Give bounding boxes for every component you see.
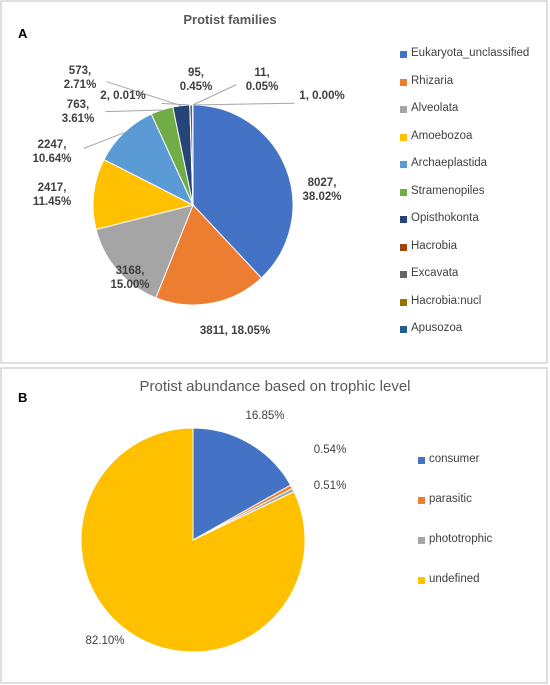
data-label: 82.10% xyxy=(85,635,125,647)
data-label: 2417, 11.45% xyxy=(32,182,72,208)
pie-slice xyxy=(155,204,263,306)
pie-slice xyxy=(92,158,195,231)
legend-label: Archaeplastida xyxy=(411,157,488,169)
data-label: 2, 0.01% xyxy=(100,90,146,102)
leader-line xyxy=(106,81,182,107)
legend-swatch xyxy=(400,133,407,141)
data-label: 763, 3.61% xyxy=(61,99,95,125)
chart-title: Protist abundance based on trophic level xyxy=(139,378,411,395)
pie-slice xyxy=(95,204,194,299)
leader-line xyxy=(105,109,162,113)
legend-label: phototrophic xyxy=(429,533,493,545)
legend-label: Rhizaria xyxy=(411,74,454,87)
legend-swatch xyxy=(400,216,407,223)
legend-swatch xyxy=(418,457,425,464)
legend-label: Opisthokonta xyxy=(411,212,479,224)
leader-line xyxy=(192,102,295,106)
pie-slice xyxy=(80,427,306,653)
data-label: 95, 0.45% xyxy=(179,67,213,93)
legend-label: Amoebozoa xyxy=(411,129,473,142)
data-label: 8027, 38.02% xyxy=(302,177,342,203)
legend-label: Hacrobia xyxy=(411,239,458,252)
data-label: 3168, 15.00% xyxy=(110,265,150,291)
legend-swatch xyxy=(418,537,425,544)
legend-label: undefined xyxy=(429,573,480,585)
panel-border xyxy=(0,367,548,684)
data-label: 1, 0.00% xyxy=(299,90,345,102)
panel-label: B xyxy=(18,390,28,405)
legend-swatch xyxy=(400,271,407,278)
legend-swatch xyxy=(400,78,407,86)
legend-label: Hacrobia:nucl xyxy=(411,294,482,307)
legend-swatch xyxy=(418,577,425,584)
legend-label: Alveolata xyxy=(411,102,459,114)
legend-swatch xyxy=(418,497,425,504)
legend-swatch xyxy=(400,243,407,251)
legend-label: Excavata xyxy=(411,267,459,279)
panel-label: A xyxy=(18,26,28,41)
data-label: 0.51% xyxy=(313,480,347,492)
data-label: 11, 0.05% xyxy=(245,67,279,93)
legend-label: Stramenopiles xyxy=(411,184,485,197)
legend-label: consumer xyxy=(429,453,480,465)
legend-label: Eukaryota_unclassified xyxy=(411,47,530,59)
data-label: 2247, 10.64% xyxy=(32,139,72,165)
data-label: 0.54% xyxy=(313,444,347,456)
panel-border xyxy=(0,0,548,364)
chart-title: Protist families xyxy=(183,12,277,27)
legend-label: parasitic xyxy=(429,493,472,505)
leader-line xyxy=(83,132,124,149)
data-label: 573, 2.71% xyxy=(63,65,97,91)
leader-line xyxy=(161,102,190,106)
legend-swatch xyxy=(400,161,407,168)
pie-slice xyxy=(103,113,195,207)
leader-line xyxy=(192,84,237,106)
pie-slice xyxy=(192,104,294,279)
legend-swatch xyxy=(400,188,407,196)
legend-swatch xyxy=(400,326,407,333)
legend-swatch xyxy=(400,51,407,58)
data-label: 16.85% xyxy=(245,410,285,422)
pie-slice xyxy=(192,427,292,541)
legend-swatch xyxy=(400,106,407,113)
legend-swatch xyxy=(400,298,407,306)
legend-label: Apusozoa xyxy=(411,322,463,334)
data-label: 3811, 18.05% xyxy=(199,325,271,337)
